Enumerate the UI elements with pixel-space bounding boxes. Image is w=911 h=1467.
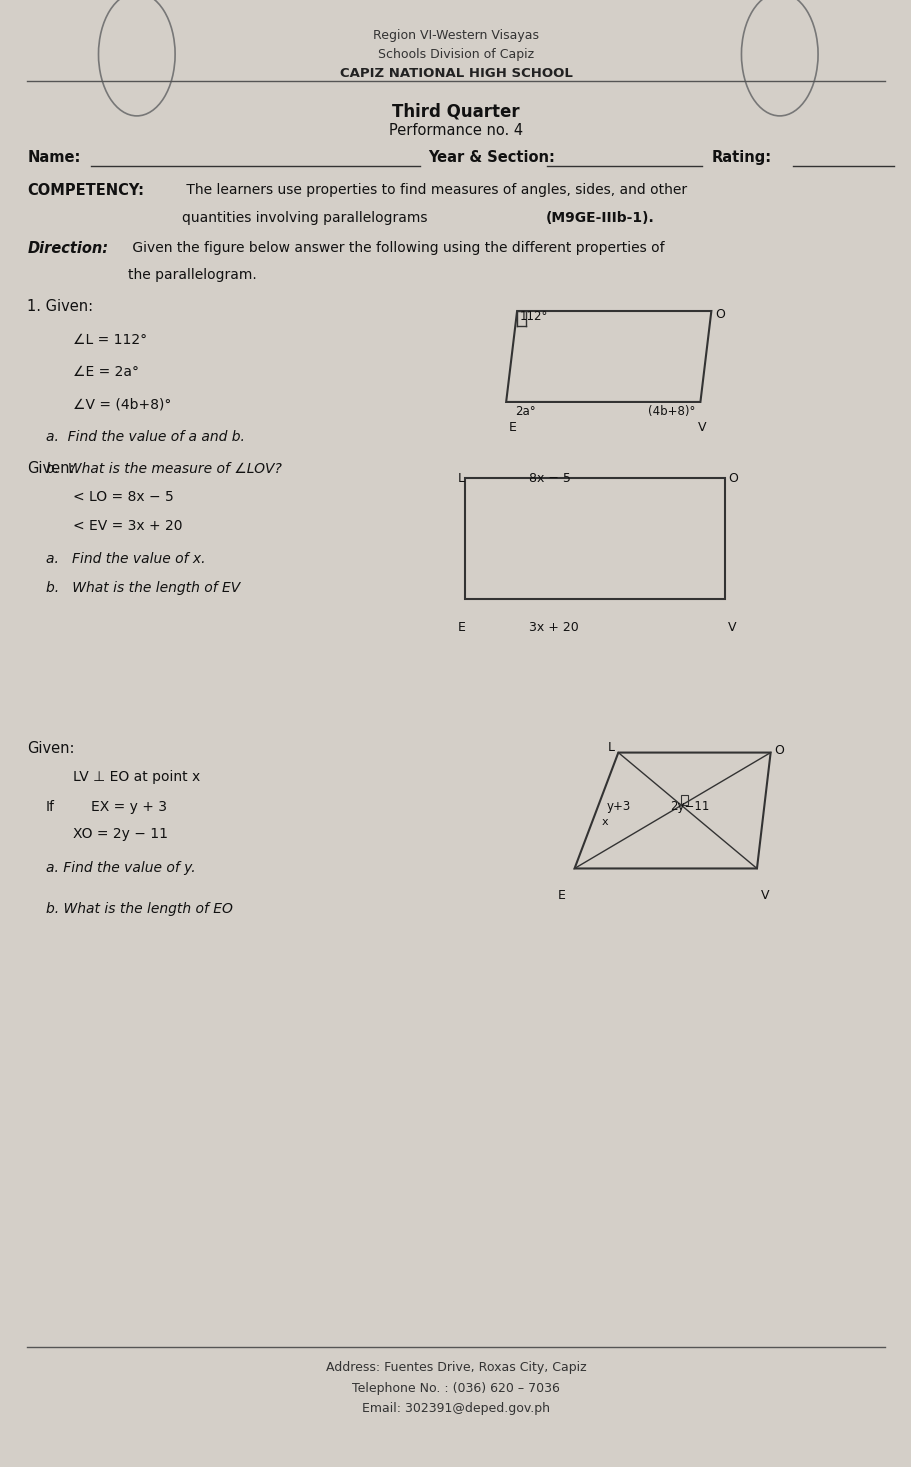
Text: (M9GE-IIIb-1).: (M9GE-IIIb-1).: [545, 211, 653, 226]
Text: < EV = 3x + 20: < EV = 3x + 20: [73, 519, 182, 534]
Text: a.   Find the value of x.: a. Find the value of x.: [46, 552, 205, 566]
Text: y+3: y+3: [606, 800, 630, 813]
Text: LV ⊥ EO at point x: LV ⊥ EO at point x: [73, 770, 200, 785]
Text: Rating:: Rating:: [711, 150, 771, 164]
Text: 2a°: 2a°: [515, 405, 536, 418]
Text: Email: 302391@deped.gov.ph: Email: 302391@deped.gov.ph: [362, 1402, 549, 1416]
Text: V: V: [727, 621, 735, 634]
Text: O: O: [714, 308, 724, 321]
Text: Address: Fuentes Drive, Roxas City, Capiz: Address: Fuentes Drive, Roxas City, Capi…: [325, 1361, 586, 1375]
Text: EX = y + 3: EX = y + 3: [91, 800, 167, 814]
Text: x: x: [601, 817, 608, 827]
Text: < LO = 8x − 5: < LO = 8x − 5: [73, 490, 173, 505]
Text: b. What is the length of EO: b. What is the length of EO: [46, 902, 232, 917]
Bar: [681, 795, 687, 805]
Text: 1. Given:: 1. Given:: [27, 299, 94, 314]
Text: a.  Find the value of a and b.: a. Find the value of a and b.: [46, 430, 244, 445]
Text: O: O: [773, 744, 783, 757]
Text: If: If: [46, 800, 55, 814]
Text: XO = 2y − 11: XO = 2y − 11: [73, 827, 168, 842]
Text: (4b+8)°: (4b+8)°: [647, 405, 694, 418]
Text: Given:: Given:: [27, 461, 75, 475]
Text: V: V: [760, 889, 768, 902]
Text: E: E: [508, 421, 517, 434]
Text: Name:: Name:: [27, 150, 81, 164]
Text: 2y−11: 2y−11: [670, 800, 709, 813]
Text: CAPIZ NATIONAL HIGH SCHOOL: CAPIZ NATIONAL HIGH SCHOOL: [339, 67, 572, 81]
Text: Given:: Given:: [27, 741, 75, 756]
Text: 3x + 20: 3x + 20: [528, 621, 578, 634]
Text: E: E: [457, 621, 466, 634]
Text: ∠E = 2a°: ∠E = 2a°: [73, 365, 138, 380]
Text: L: L: [607, 741, 614, 754]
Text: L: L: [457, 472, 465, 486]
Text: Region VI-Western Visayas: Region VI-Western Visayas: [373, 29, 538, 43]
Text: a. Find the value of y.: a. Find the value of y.: [46, 861, 195, 876]
Text: quantities involving parallelograms: quantities involving parallelograms: [182, 211, 432, 226]
Text: the parallelogram.: the parallelogram.: [128, 268, 256, 283]
Bar: [465, 478, 724, 599]
Text: 112°: 112°: [519, 310, 548, 323]
Text: E: E: [558, 889, 566, 902]
Text: ∠L = 112°: ∠L = 112°: [73, 333, 147, 348]
Text: V: V: [697, 421, 705, 434]
Text: 8x − 5: 8x − 5: [528, 472, 570, 486]
Text: O: O: [727, 472, 737, 486]
Text: b.  What is the measure of ∠LOV?: b. What is the measure of ∠LOV?: [46, 462, 281, 477]
Text: Year & Section:: Year & Section:: [428, 150, 555, 164]
Text: Given the figure below answer the following using the different properties of: Given the figure below answer the follow…: [128, 241, 663, 255]
Text: COMPETENCY:: COMPETENCY:: [27, 183, 144, 198]
Text: Telephone No. : (036) 620 – 7036: Telephone No. : (036) 620 – 7036: [352, 1382, 559, 1395]
Text: Third Quarter: Third Quarter: [392, 103, 519, 120]
Text: b.   What is the length of EV: b. What is the length of EV: [46, 581, 240, 596]
Text: Performance no. 4: Performance no. 4: [388, 123, 523, 138]
Text: Direction:: Direction:: [27, 241, 108, 255]
Text: Schools Division of Capiz: Schools Division of Capiz: [377, 48, 534, 62]
Text: The learners use properties to find measures of angles, sides, and other: The learners use properties to find meas…: [182, 183, 687, 198]
Text: ∠V = (4b+8)°: ∠V = (4b+8)°: [73, 398, 171, 412]
